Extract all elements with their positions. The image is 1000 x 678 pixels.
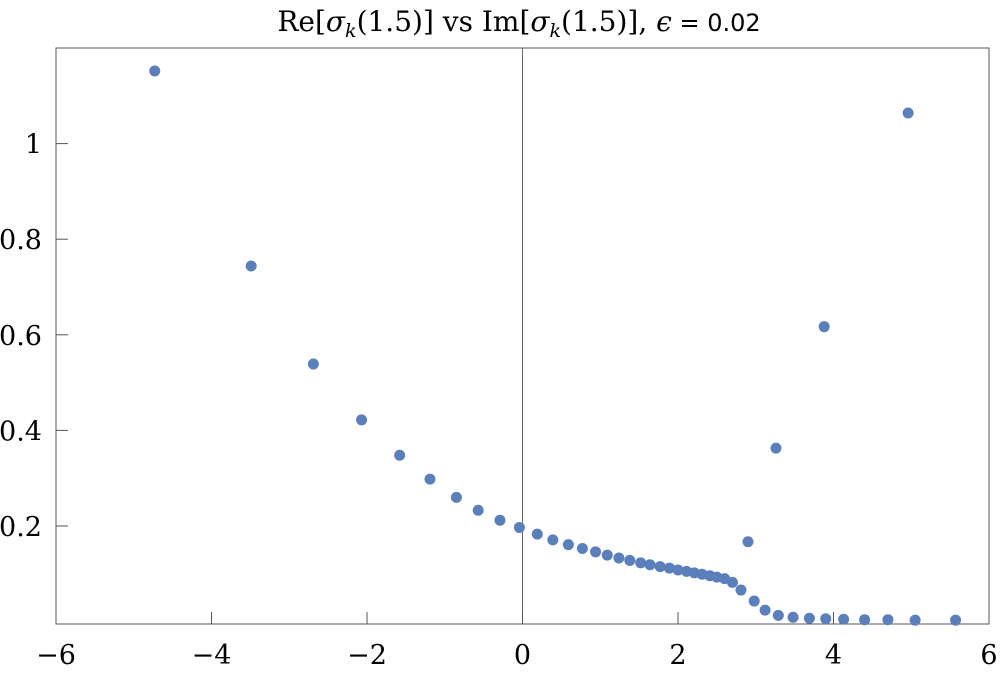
data-point	[613, 552, 625, 564]
title-part-arg-2: (1.5)],	[561, 5, 656, 38]
y-tick-label: 0.8	[0, 225, 42, 256]
data-point	[859, 614, 871, 626]
data-point	[882, 614, 894, 626]
axis-tick-labels: −6 −4 −2 0 2 4 6 0.2 0.4 0.6 0.8 1	[0, 130, 998, 671]
chart-title: Re[σk(1.5)] vs Im[σk(1.5)], ϵ = 0.02	[277, 5, 760, 42]
data-point	[601, 549, 613, 561]
data-point	[472, 504, 484, 516]
x-tick-label: −6	[36, 640, 76, 671]
data-point	[654, 561, 666, 573]
data-point	[307, 358, 319, 370]
data-point	[424, 473, 436, 485]
data-point	[772, 609, 784, 621]
data-point	[672, 564, 684, 576]
x-tick-label: −4	[192, 640, 232, 671]
data-point	[624, 554, 636, 566]
title-part-sigma-1: σ	[326, 5, 346, 38]
x-tick-label: 4	[825, 640, 842, 671]
data-point	[494, 514, 506, 526]
data-point	[663, 562, 675, 574]
title-part-subscript-k-1: k	[345, 20, 357, 42]
data-point	[735, 584, 747, 596]
data-point	[149, 65, 161, 77]
title-part-re: Re[	[277, 5, 326, 38]
data-point	[950, 614, 962, 626]
title-part-rest: = 0.02	[672, 9, 761, 37]
data-point	[513, 521, 525, 533]
data-point	[820, 613, 832, 625]
data-point	[590, 546, 602, 558]
data-point	[356, 414, 368, 426]
x-tick-label: 0	[514, 640, 531, 671]
data-point	[759, 604, 771, 616]
title-part-sigma-2: σ	[530, 5, 550, 38]
title-part-epsilon: ϵ	[656, 5, 672, 38]
y-tick-label: 1	[25, 130, 42, 161]
data-point	[394, 449, 406, 461]
data-point	[770, 442, 782, 454]
data-point	[635, 557, 647, 569]
data-point	[748, 595, 760, 607]
x-tick-label: −2	[347, 640, 387, 671]
data-point	[644, 559, 656, 571]
x-tick-label: 6	[980, 640, 997, 671]
data-point	[726, 576, 738, 588]
data-point	[818, 321, 830, 333]
y-tick-label: 0.2	[0, 512, 42, 543]
data-point	[803, 612, 815, 624]
title-part-subscript-k-2: k	[550, 20, 562, 42]
axis-ticks	[55, 143, 990, 624]
data-point	[902, 107, 914, 119]
y-tick-label: 0.6	[0, 321, 42, 352]
x-tick-label: 2	[669, 640, 686, 671]
data-point	[838, 613, 850, 625]
data-point	[909, 614, 921, 626]
data-point	[576, 542, 588, 554]
title-part-arg-1: (1.5)] vs Im[	[357, 5, 531, 38]
data-point	[742, 536, 754, 548]
data-point	[531, 528, 543, 540]
data-point	[547, 534, 559, 546]
data-point	[787, 611, 799, 623]
y-tick-label: 0.4	[0, 416, 42, 447]
data-points	[149, 65, 962, 626]
data-point	[562, 539, 574, 551]
data-point	[245, 260, 257, 272]
data-point	[450, 491, 462, 503]
